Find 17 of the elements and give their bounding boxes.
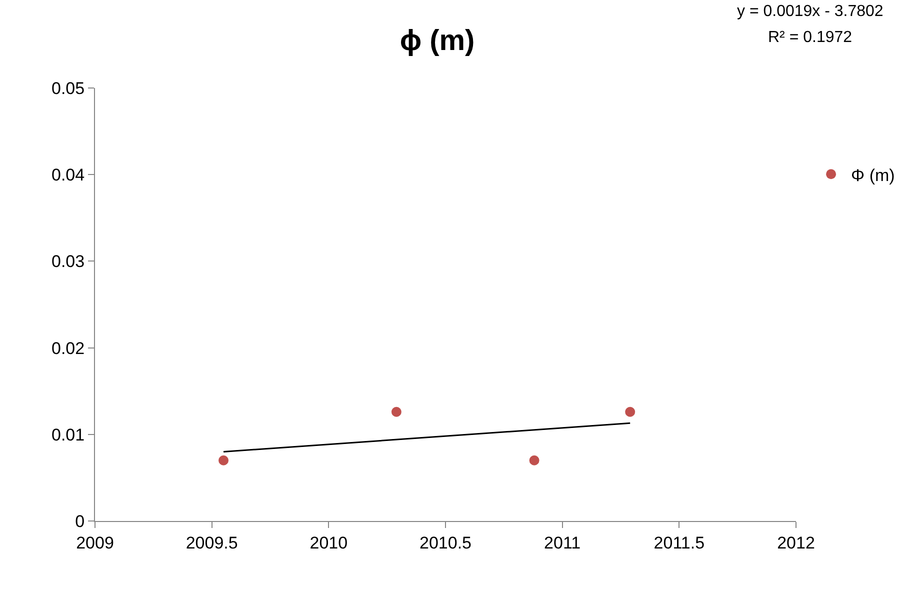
y-tick-label: 0: [75, 512, 85, 531]
x-tick-label: 2011.5: [654, 533, 705, 552]
x-tick-label: 2009.5: [186, 533, 238, 552]
x-tick-label: 2011: [544, 533, 581, 552]
y-tick-label: 0.01: [52, 425, 85, 444]
x-tick-label: 2009: [76, 533, 114, 552]
x-tick-label: 2012: [777, 533, 815, 552]
text: R² = 0.1972: [768, 29, 852, 46]
x-tick-label: 2010: [310, 533, 348, 552]
legend-label: Φ (m): [851, 166, 895, 185]
y-tick-label: 0.02: [52, 338, 85, 358]
x-tick-label: 2010.5: [420, 533, 472, 552]
y-tick-label: 0.04: [52, 166, 85, 185]
y-tick-label: 0.03: [52, 252, 85, 272]
chart-title: ϕ (m): [400, 25, 475, 58]
text: y = 0.0019x - 3.7802: [737, 3, 884, 20]
y-tick-label: 0.05: [52, 78, 85, 98]
